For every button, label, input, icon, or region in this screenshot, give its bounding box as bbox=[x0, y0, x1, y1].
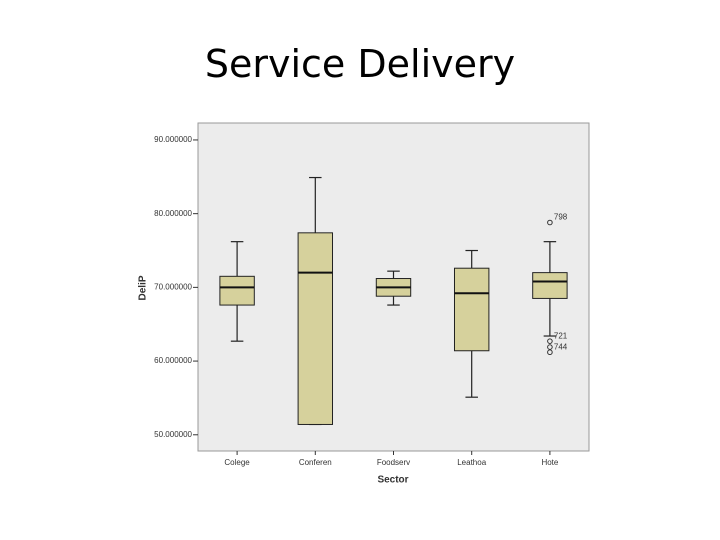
box bbox=[453, 267, 490, 352]
x-tick-label: Leathoa bbox=[457, 458, 486, 467]
outlier bbox=[547, 349, 553, 356]
y-axis-label: DeliP bbox=[138, 275, 149, 300]
outlier-label: 721 bbox=[554, 331, 568, 340]
box bbox=[219, 275, 255, 306]
y-tick-label: 80.000000 bbox=[154, 209, 192, 218]
outlier bbox=[547, 338, 553, 344]
y-tick-label: 50.000000 bbox=[154, 430, 192, 439]
slide-title: Service Delivery bbox=[204, 42, 516, 86]
box bbox=[297, 232, 334, 425]
outlier bbox=[547, 219, 553, 226]
y-tick-label: 90.000000 bbox=[154, 135, 192, 144]
outlier-label: 798 bbox=[554, 213, 568, 222]
outlier bbox=[547, 344, 553, 350]
x-tick-label: Conferen bbox=[299, 458, 332, 467]
x-tick-label: Foodserv bbox=[377, 458, 410, 467]
x-tick-label: Hote bbox=[541, 458, 558, 467]
x-tick-label: Colege bbox=[224, 458, 250, 467]
x-axis-label: Sector bbox=[377, 475, 408, 486]
box bbox=[532, 272, 568, 299]
y-tick-label: 70.000000 bbox=[154, 282, 192, 291]
y-tick-label: 60.000000 bbox=[154, 356, 192, 365]
outlier-label: 744 bbox=[554, 342, 568, 351]
